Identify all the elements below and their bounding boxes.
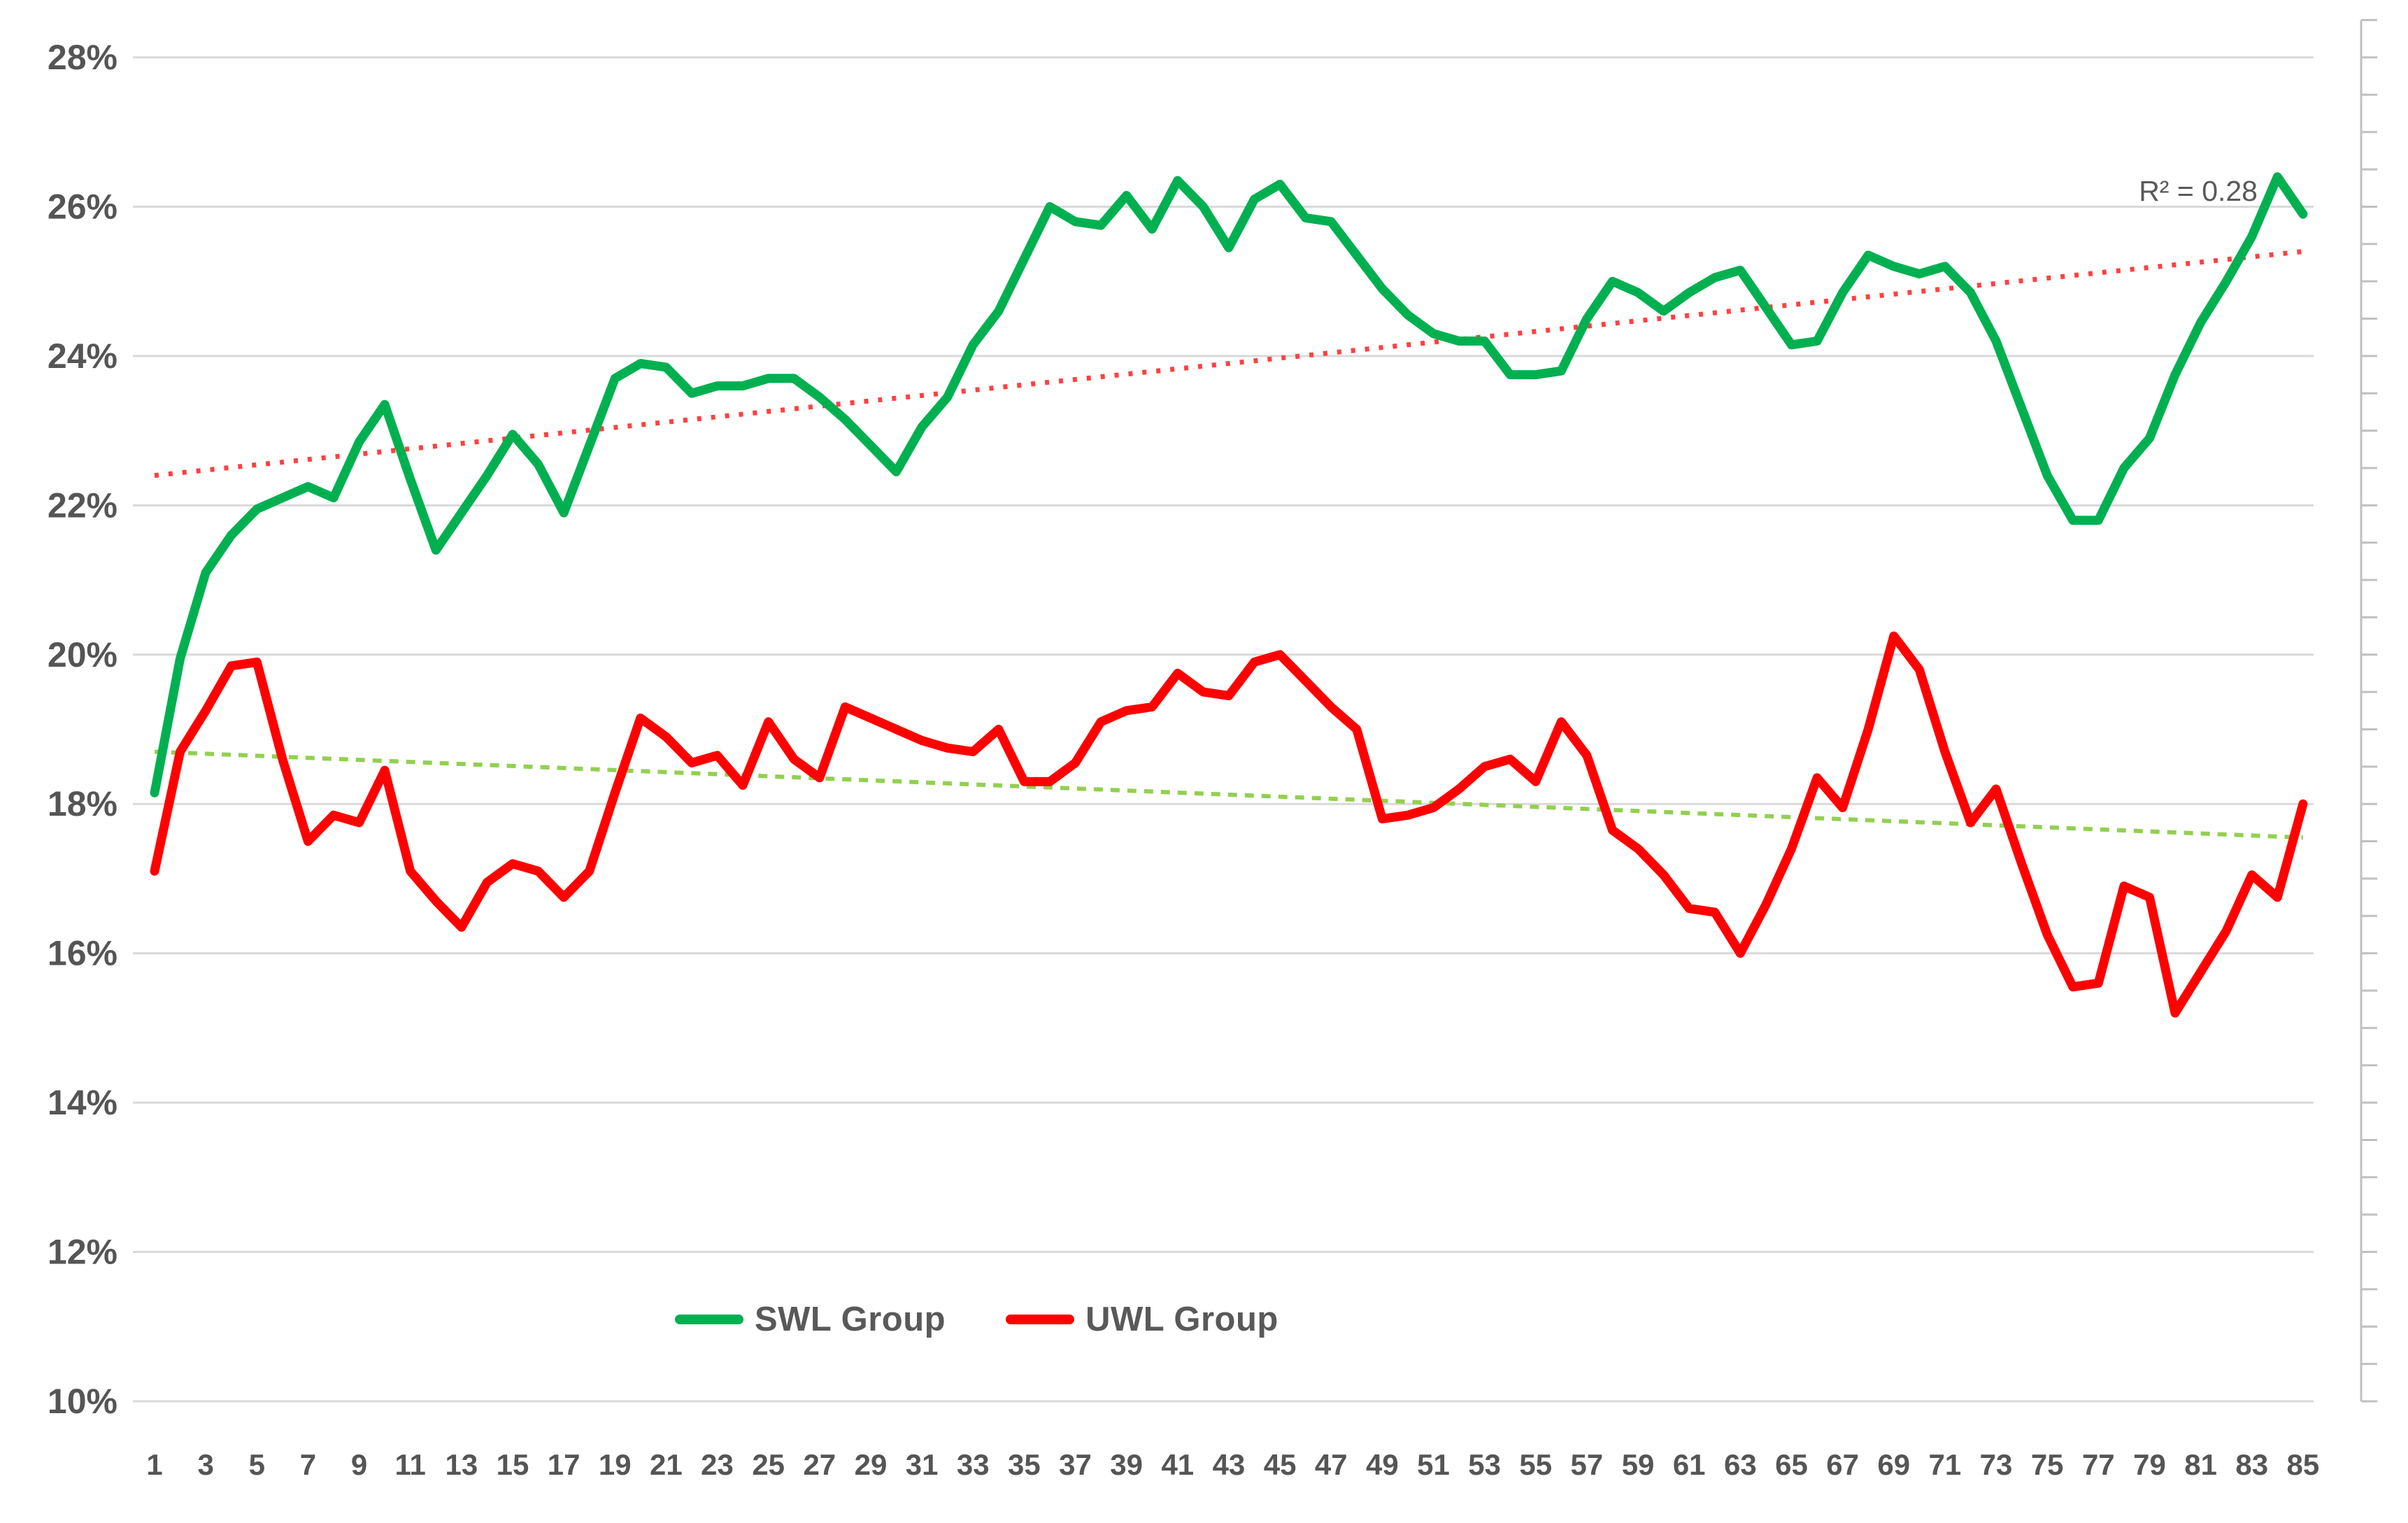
x-axis-label: 13 — [445, 1448, 478, 1481]
x-axis-label: 73 — [1980, 1448, 2013, 1481]
x-axis-label: 45 — [1264, 1448, 1297, 1481]
x-axis-label: 51 — [1417, 1448, 1450, 1481]
x-axis-label: 33 — [957, 1448, 990, 1481]
x-axis-label: 9 — [351, 1448, 367, 1481]
uwl-legend-label: UWL Group — [1085, 1301, 1278, 1338]
x-axis-label: 85 — [2287, 1448, 2320, 1481]
y-axis-label: 14% — [48, 1083, 117, 1122]
x-axis-label: 19 — [599, 1448, 632, 1481]
x-axis-label: 63 — [1724, 1448, 1757, 1481]
uwl-legend-swatch-icon — [1006, 1315, 1075, 1324]
x-axis-label: 23 — [701, 1448, 734, 1481]
x-axis-label: 75 — [2031, 1448, 2064, 1481]
swl-legend-swatch-icon — [675, 1315, 743, 1324]
x-axis-label: 11 — [394, 1448, 425, 1481]
x-axis-label: 25 — [752, 1448, 785, 1481]
x-axis-label: 65 — [1775, 1448, 1808, 1481]
x-axis-label: 61 — [1673, 1448, 1706, 1481]
x-axis-label: 53 — [1468, 1448, 1501, 1481]
x-axis-label: 59 — [1622, 1448, 1655, 1481]
x-axis-label: 43 — [1213, 1448, 1246, 1481]
y-axis-label: 18% — [48, 784, 117, 823]
x-axis-label: 31 — [906, 1448, 939, 1481]
uwl-trendline[interactable] — [154, 749, 2303, 840]
x-axis-label: 27 — [803, 1448, 836, 1481]
swl-series-line[interactable] — [150, 172, 2308, 798]
legend-item-swl-group[interactable]: SWL Group — [675, 1300, 946, 1339]
x-axis-label: 49 — [1366, 1448, 1399, 1481]
r-squared-annotation: R² = 0.28 — [2139, 175, 2258, 207]
x-axis-label: 67 — [1826, 1448, 1859, 1481]
y-axis-label: 26% — [48, 187, 117, 226]
x-axis-label: 15 — [497, 1448, 529, 1481]
swl-legend-label: SWL Group — [755, 1301, 946, 1338]
uwl-series-line[interactable] — [150, 631, 2308, 1018]
y-axis-label: 16% — [48, 934, 117, 973]
x-axis-label: 77 — [2082, 1448, 2115, 1481]
legend-item-uwl-group[interactable]: UWL Group — [1006, 1300, 1278, 1339]
legend: SWL Group UWL Group — [675, 1300, 1278, 1339]
x-axis-label: 79 — [2133, 1448, 2166, 1481]
swl-trendline[interactable] — [154, 248, 2304, 479]
x-axis-label: 71 — [1929, 1448, 1962, 1481]
x-axis-label: 7 — [300, 1448, 316, 1481]
x-axis-label: 57 — [1571, 1448, 1604, 1481]
x-axis-label: 3 — [197, 1448, 213, 1481]
x-axis-label: 41 — [1161, 1448, 1194, 1481]
x-axis-label: 47 — [1315, 1448, 1348, 1481]
x-axis-label: 83 — [2235, 1448, 2268, 1481]
y-axis-label: 24% — [48, 337, 117, 376]
y-axis-label: 10% — [48, 1382, 117, 1421]
x-axis-label: 81 — [2184, 1448, 2217, 1481]
y-axis-label: 20% — [48, 635, 117, 674]
y-axis-label: 22% — [48, 486, 117, 525]
x-axis-label: 5 — [249, 1448, 265, 1481]
x-axis-label: 55 — [1519, 1448, 1552, 1481]
y-axis-label: 28% — [48, 38, 117, 77]
x-axis-label: 39 — [1110, 1448, 1143, 1481]
x-axis-label: 69 — [1877, 1448, 1910, 1481]
x-axis-label: 1 — [146, 1448, 162, 1481]
x-axis-label: 29 — [855, 1448, 888, 1481]
x-axis-label: 35 — [1008, 1448, 1041, 1481]
x-axis-label: 17 — [548, 1448, 580, 1481]
x-axis-label: 21 — [650, 1448, 683, 1481]
y-axis-label: 12% — [48, 1233, 117, 1272]
x-axis-label: 37 — [1059, 1448, 1092, 1481]
